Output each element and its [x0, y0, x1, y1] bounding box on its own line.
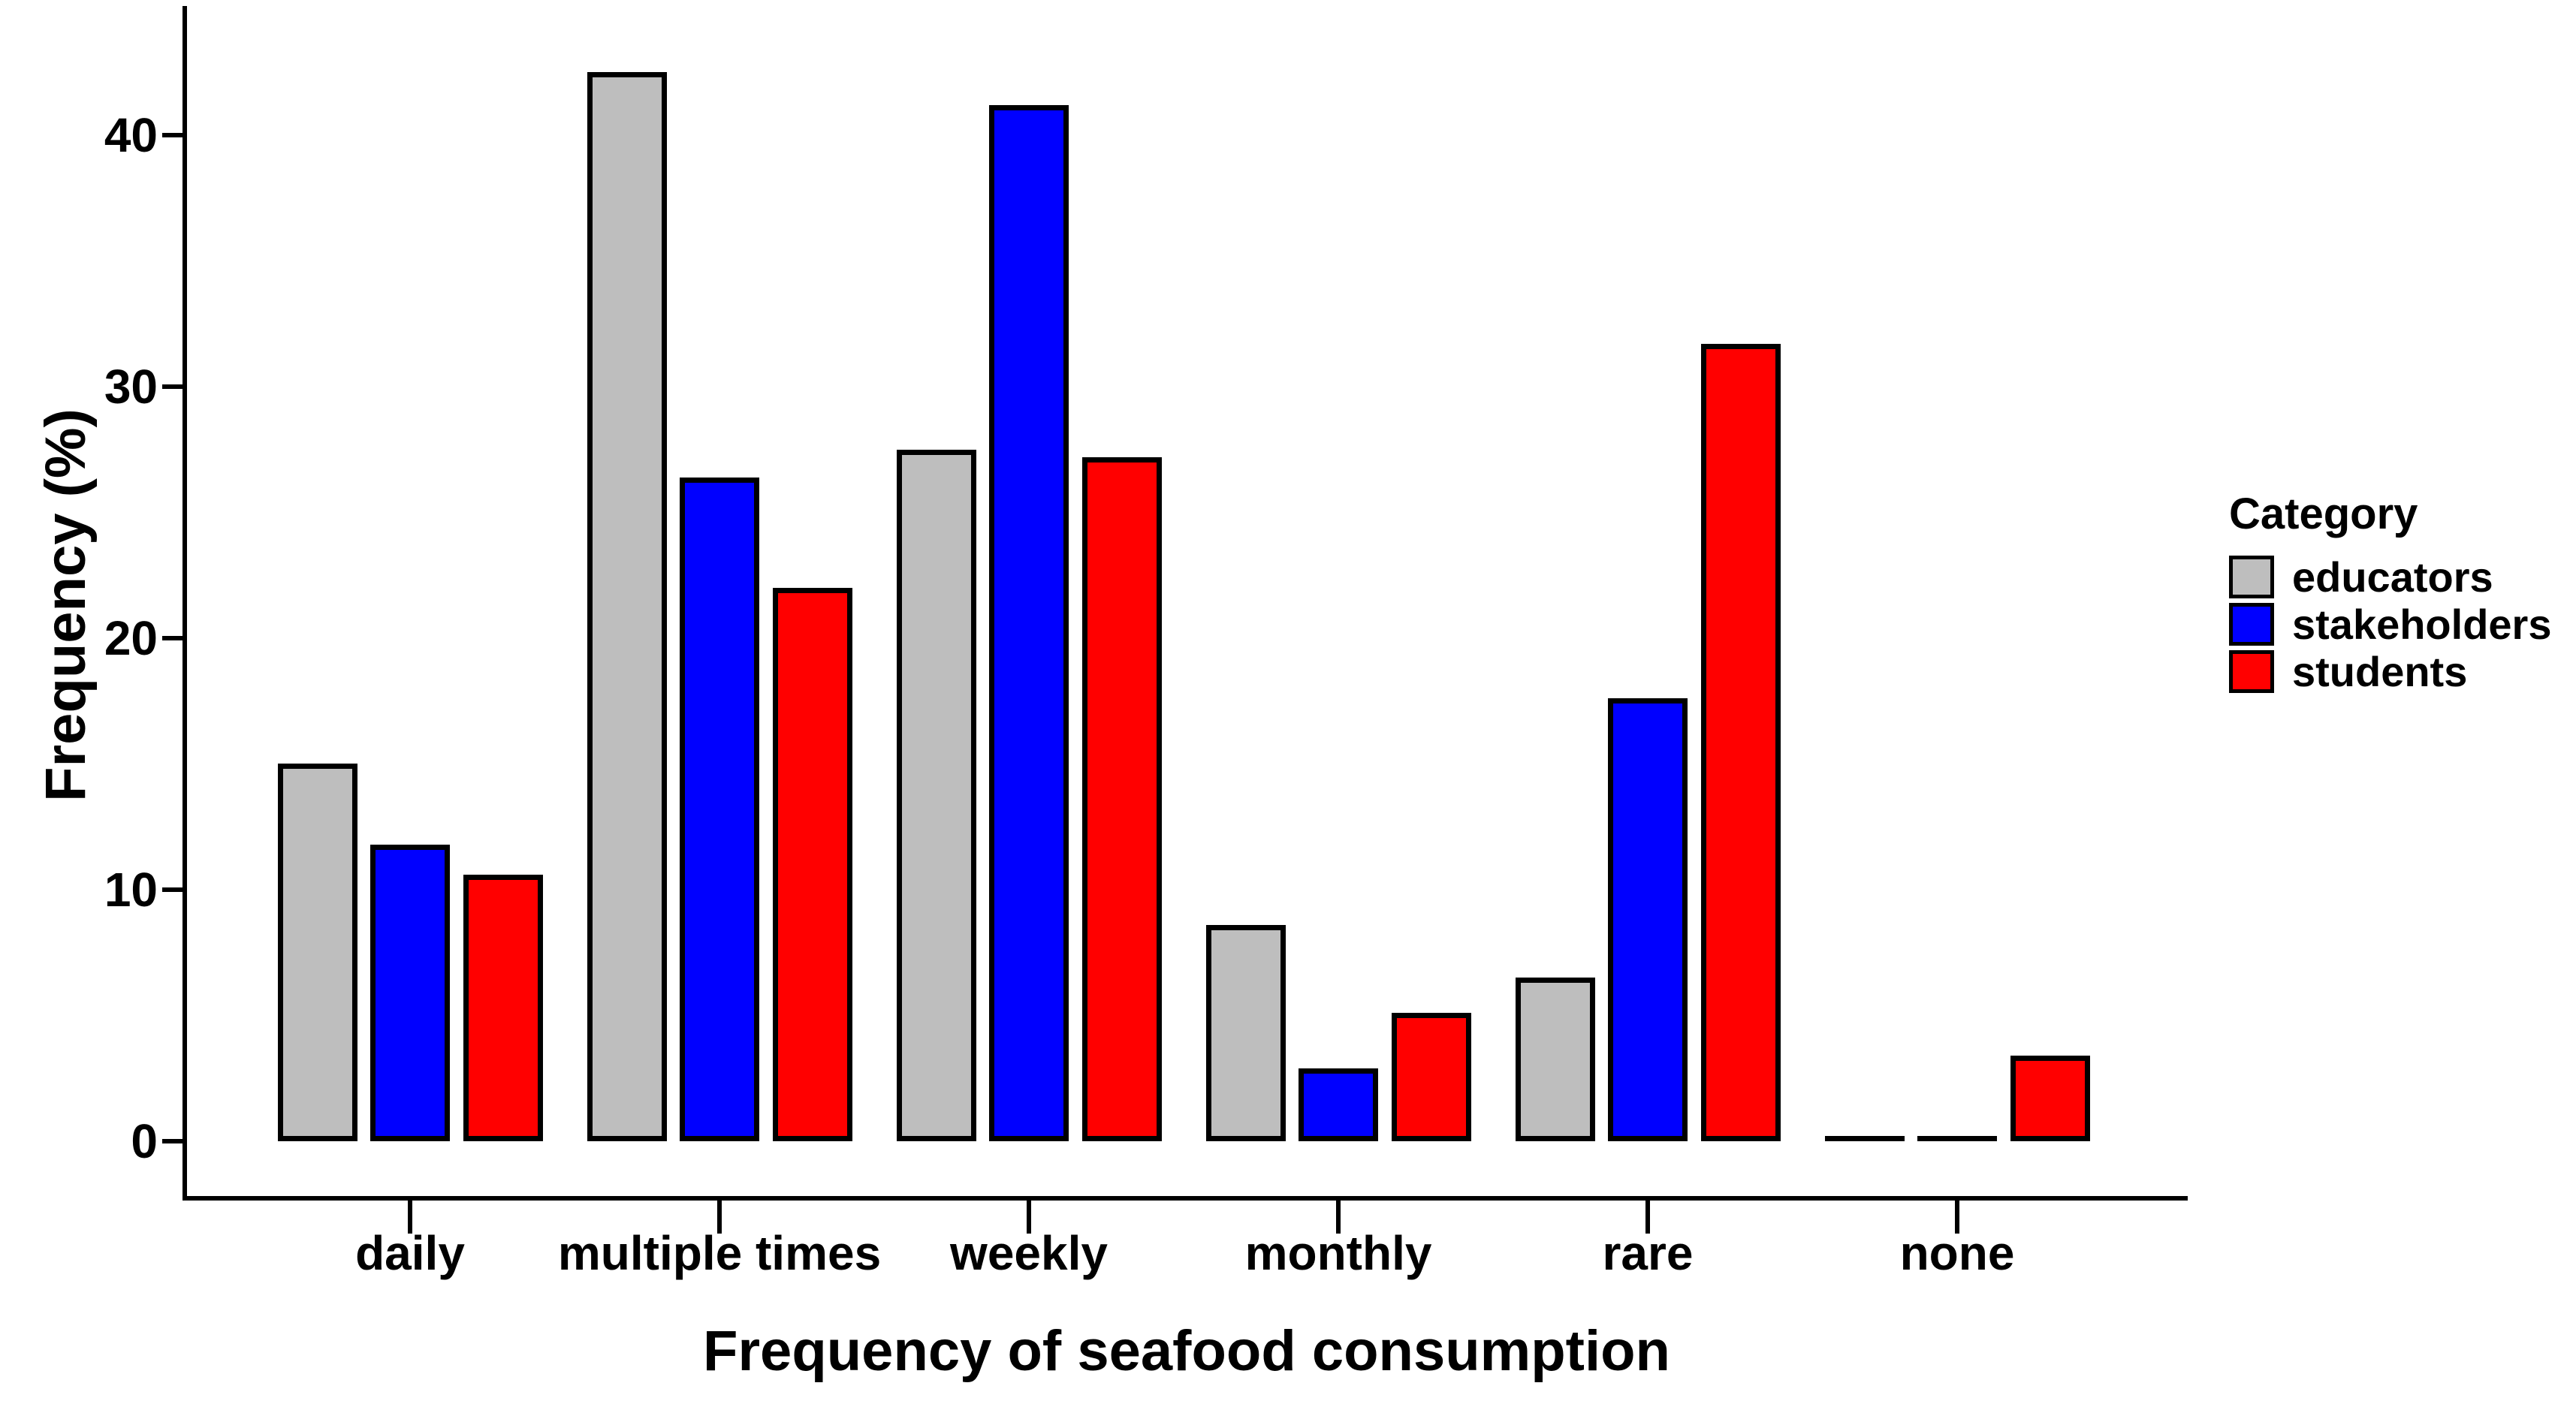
legend: Category educators stakeholders students — [2229, 490, 2552, 697]
legend-label-stakeholders: stakeholders — [2292, 601, 2552, 648]
x-tick — [1336, 1201, 1341, 1234]
bar-educators-none — [1825, 1136, 1905, 1141]
category-label-multiple-times: multiple times — [557, 1226, 882, 1280]
y-tick — [162, 887, 185, 892]
legend-swatch-stakeholders — [2229, 603, 2274, 646]
bar-educators-rare — [1516, 978, 1595, 1141]
y-tick-label: 40 — [104, 108, 158, 162]
x-tick — [1955, 1201, 1959, 1234]
x-tick — [717, 1201, 722, 1234]
y-tick-label: 0 — [131, 1114, 158, 1168]
legend-swatch-students — [2229, 650, 2274, 693]
y-tick-label: 20 — [104, 611, 158, 665]
x-tick — [1645, 1201, 1650, 1234]
y-tick — [162, 133, 185, 137]
bar-educators-multiple-times — [587, 72, 667, 1141]
y-axis-line — [182, 6, 187, 1201]
bar-stakeholders-none — [1917, 1136, 1997, 1141]
y-tick — [162, 1139, 185, 1143]
bar-students-daily — [463, 875, 543, 1141]
bar-students-monthly — [1392, 1013, 1471, 1141]
bar-students-multiple-times — [773, 588, 852, 1141]
bar-students-rare — [1701, 344, 1781, 1141]
legend-swatch-educators — [2229, 556, 2274, 598]
bar-stakeholders-monthly — [1299, 1068, 1378, 1141]
x-axis-line — [182, 1196, 2188, 1201]
legend-label-educators: educators — [2292, 553, 2493, 601]
y-tick-label: 30 — [104, 360, 158, 414]
category-label-rare: rare — [1602, 1226, 1694, 1280]
legend-row-educators: educators — [2229, 556, 2552, 598]
bar-students-weekly — [1082, 457, 1162, 1141]
y-tick — [162, 384, 185, 389]
y-tick — [162, 636, 185, 640]
bar-stakeholders-multiple-times — [680, 478, 759, 1141]
bar-educators-weekly — [897, 450, 976, 1141]
x-axis-title: Frequency of seafood consumption — [703, 1319, 1670, 1383]
bar-stakeholders-weekly — [989, 105, 1069, 1141]
y-tick-label: 10 — [104, 863, 158, 917]
x-tick — [408, 1201, 412, 1234]
category-label-monthly: monthly — [1244, 1226, 1432, 1280]
legend-row-stakeholders: stakeholders — [2229, 603, 2552, 646]
bar-stakeholders-rare — [1608, 698, 1688, 1141]
legend-label-students: students — [2292, 648, 2468, 695]
y-axis-title: Frequency (%) — [34, 408, 98, 802]
legend-row-students: students — [2229, 650, 2552, 693]
bar-educators-monthly — [1206, 925, 1286, 1141]
bar-educators-daily — [278, 764, 357, 1141]
category-label-daily: daily — [355, 1226, 465, 1280]
category-label-weekly: weekly — [950, 1226, 1108, 1280]
bar-stakeholders-daily — [370, 845, 450, 1141]
bar-students-none — [2010, 1056, 2090, 1141]
legend-title: Category — [2229, 490, 2418, 538]
category-label-none: none — [1899, 1226, 2015, 1280]
x-tick — [1027, 1201, 1031, 1234]
